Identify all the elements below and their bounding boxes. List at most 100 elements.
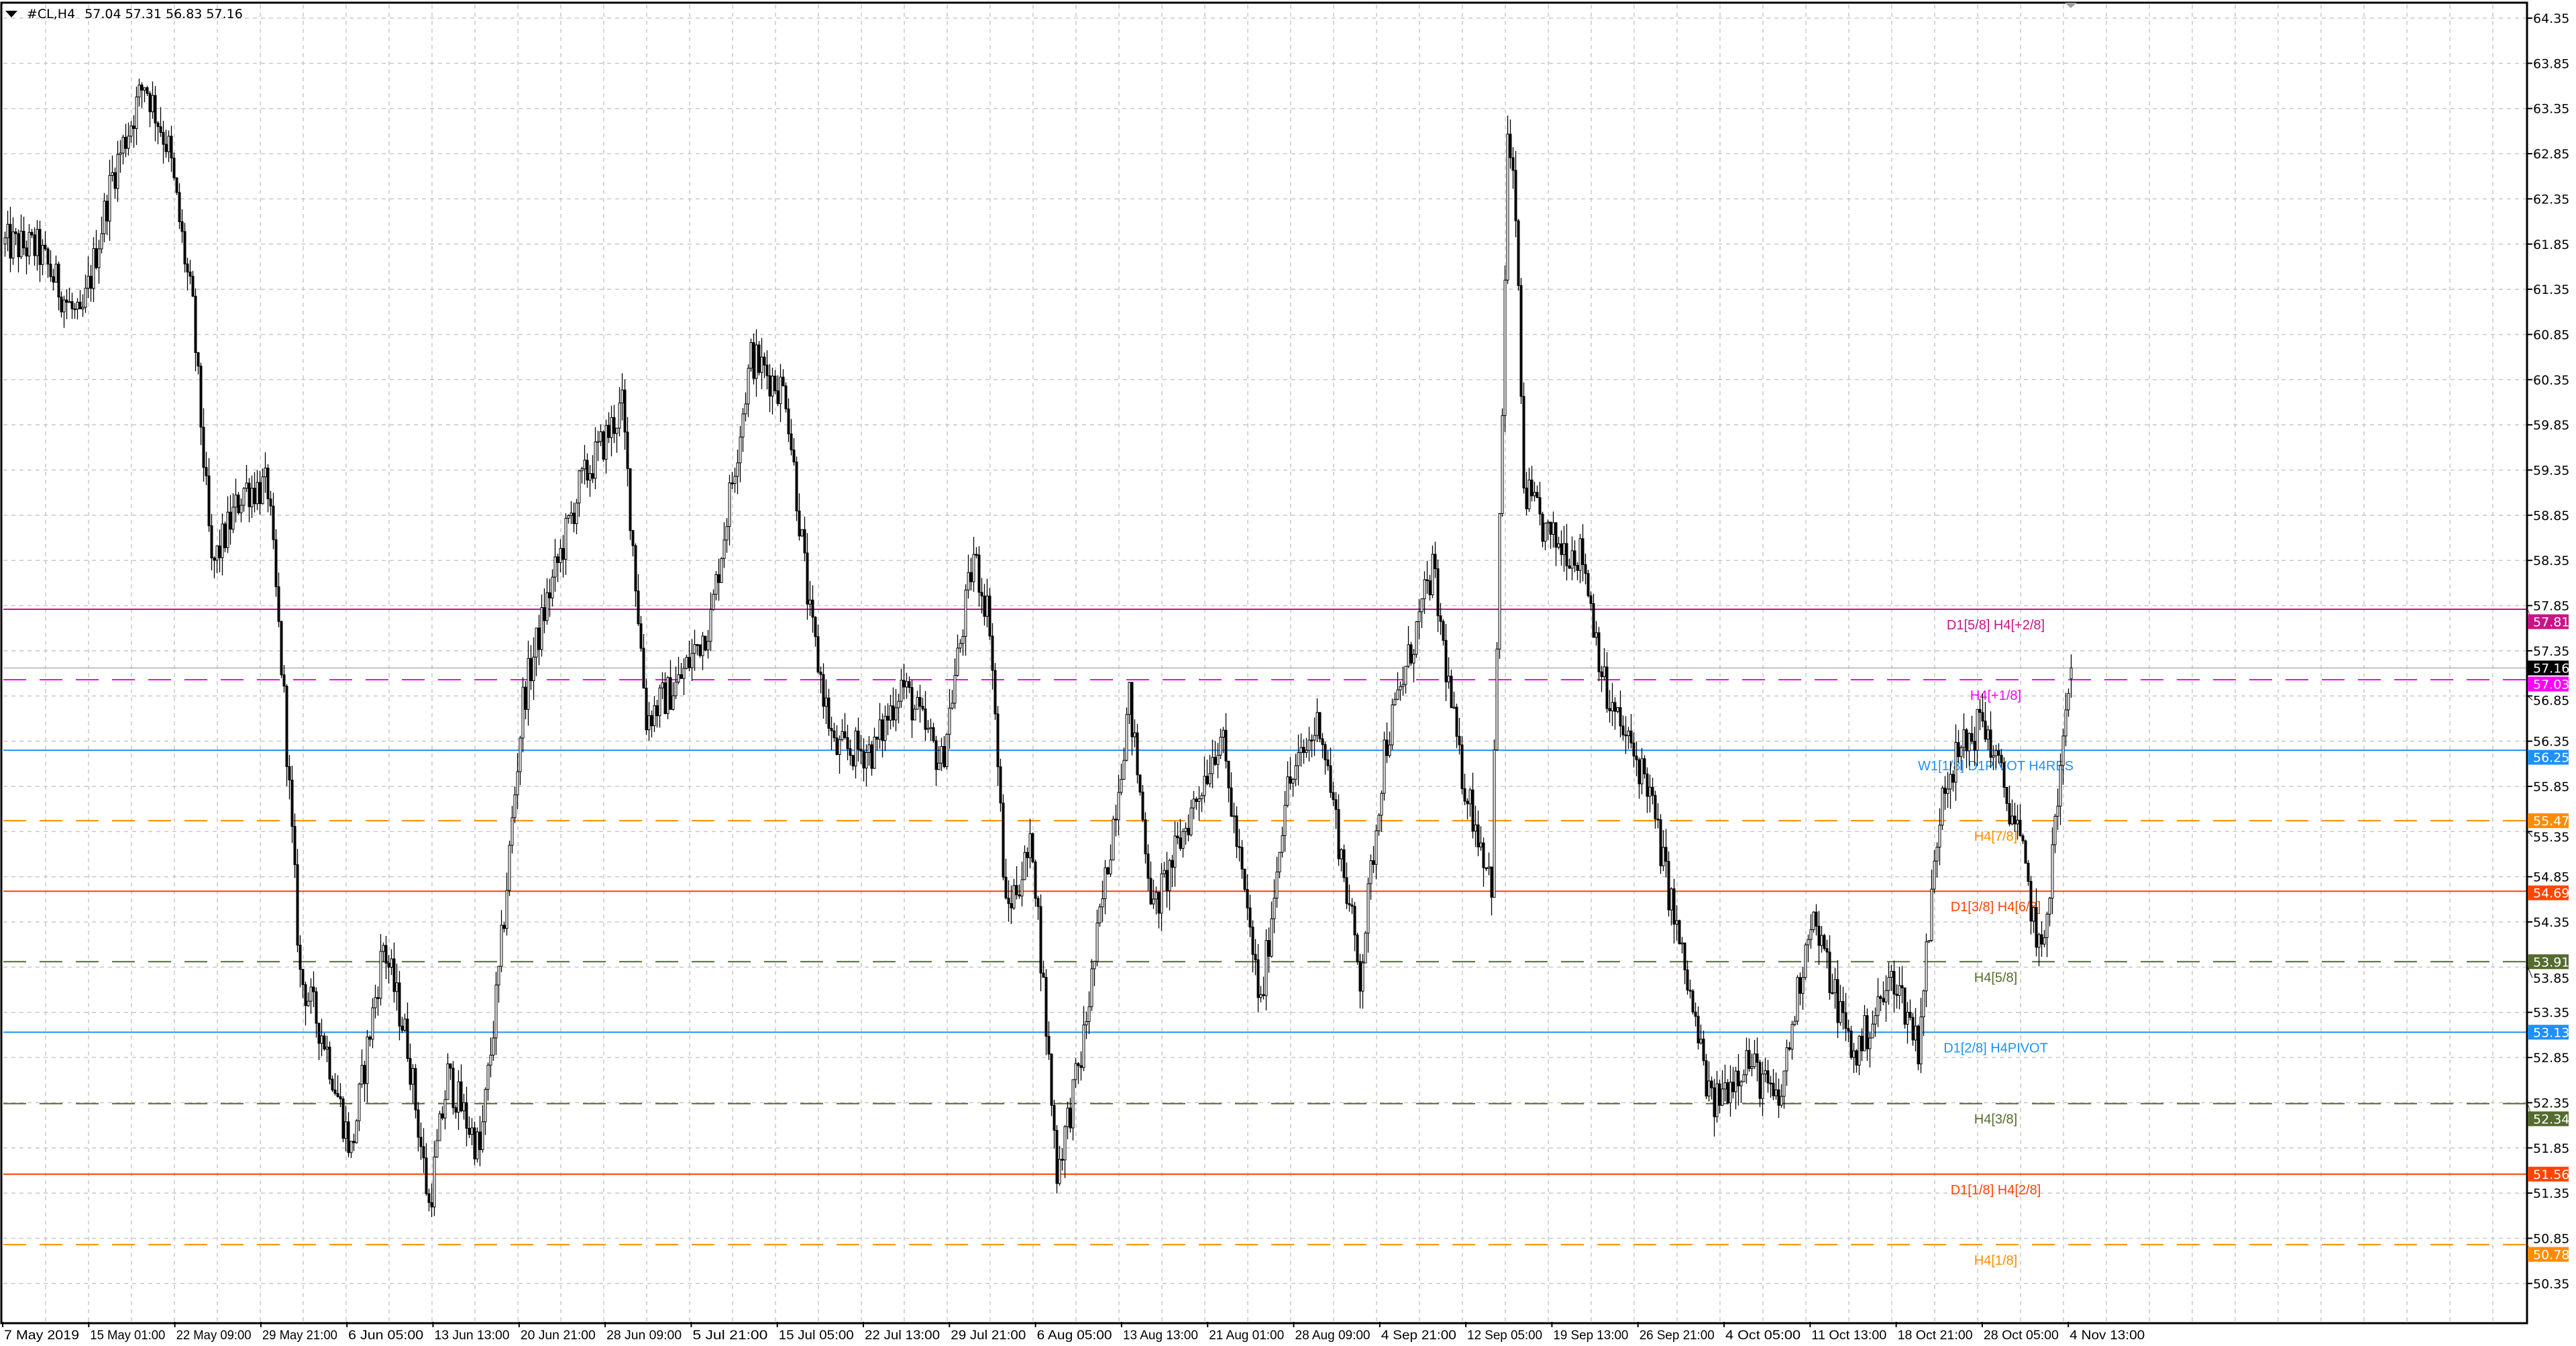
candle <box>798 493 801 541</box>
candle <box>1648 774 1652 813</box>
candle <box>712 589 715 611</box>
candle-body <box>9 223 12 259</box>
price-tag <box>2528 614 2569 629</box>
candle-body <box>782 376 785 386</box>
candle-body <box>476 1131 479 1159</box>
candle-body <box>1584 564 1587 574</box>
candle <box>1128 681 1131 725</box>
candle-body <box>1256 959 1260 998</box>
ohlc-open: 57.04 <box>85 7 121 21</box>
candle <box>1275 856 1279 908</box>
candle-body <box>980 592 983 597</box>
candle <box>653 696 656 732</box>
candle-body <box>1396 689 1399 700</box>
candle <box>1611 682 1614 727</box>
candle-body <box>1383 739 1386 794</box>
candle-body <box>1463 788 1466 802</box>
candle <box>843 713 847 740</box>
candle <box>1168 858 1171 911</box>
price-tag-label: 52.34 <box>2533 1112 2569 1127</box>
candle <box>1426 560 1429 594</box>
candle <box>1616 707 1619 713</box>
candle-body <box>218 546 221 558</box>
candle <box>594 427 597 490</box>
level-label: D1[2/8] H4PIVOT <box>1943 1041 2048 1055</box>
dropdown-triangle-icon[interactable] <box>5 11 17 17</box>
candle-body <box>618 403 621 429</box>
candle-body <box>1098 907 1102 924</box>
chart-shift-marker-icon[interactable] <box>2065 3 2077 8</box>
candle-body <box>1310 739 1313 741</box>
candle-body <box>2040 934 2043 945</box>
candle-body <box>1265 940 1268 996</box>
candle <box>757 341 761 376</box>
candle-body <box>1511 157 1515 171</box>
candle <box>897 694 900 724</box>
candle-body <box>696 644 699 646</box>
candle-body <box>1235 815 1238 847</box>
candle-body <box>943 745 946 768</box>
candle-body <box>1820 935 1823 946</box>
candle-body <box>1146 853 1150 879</box>
candle-body <box>1122 760 1126 780</box>
candle-body <box>1707 1080 1711 1097</box>
candle <box>768 364 771 413</box>
candle <box>368 1035 372 1047</box>
candle <box>1232 803 1236 833</box>
candle-body <box>508 845 511 891</box>
candle-body <box>1246 889 1249 909</box>
candle-body <box>1334 799 1338 810</box>
candle-body <box>1297 752 1300 766</box>
candle <box>1138 774 1142 796</box>
candle-body <box>1965 729 1968 752</box>
candle <box>384 935 388 980</box>
candle-body <box>264 468 267 478</box>
candle <box>239 498 243 523</box>
candle-body <box>843 731 847 738</box>
candle <box>875 736 879 751</box>
candle <box>502 922 506 933</box>
candle-body <box>586 460 589 481</box>
candle <box>299 935 302 988</box>
x-tick-label: 28 Oct 05:00 <box>1984 1329 2059 1343</box>
candle-body <box>1377 815 1381 831</box>
candle-body <box>1951 774 1955 783</box>
candle-body <box>1412 654 1415 664</box>
candle <box>639 616 643 652</box>
candle <box>1187 814 1190 841</box>
candle <box>1468 787 1472 817</box>
candle-body <box>926 727 930 730</box>
candle-body <box>19 231 23 258</box>
candle <box>1439 603 1442 635</box>
candle-body <box>1192 798 1195 809</box>
candle-body <box>862 750 865 769</box>
candle <box>1503 265 1507 432</box>
x-tick-label: 7 May 2019 <box>4 1329 79 1343</box>
candle <box>1742 1069 1746 1082</box>
candle <box>1624 716 1627 754</box>
candle-body <box>1222 729 1225 738</box>
candle <box>580 466 584 484</box>
candle <box>1141 784 1144 823</box>
candle <box>1267 927 1271 973</box>
candle <box>1498 513 1501 660</box>
candle <box>1992 745 1995 770</box>
candle <box>537 615 541 666</box>
candle-body <box>1930 888 1933 941</box>
y-tick-label: 54.85 <box>2533 870 2569 885</box>
candle-body <box>1670 888 1673 911</box>
candle <box>846 725 849 761</box>
candle-body <box>92 248 95 289</box>
candle <box>878 703 881 749</box>
candle-body <box>1120 779 1123 793</box>
candle <box>591 455 594 483</box>
candle <box>358 1082 361 1131</box>
candle-body <box>773 375 777 391</box>
y-tick-label: 52.85 <box>2533 1051 2569 1066</box>
candle-body <box>54 264 58 283</box>
candle-body <box>1726 1082 1729 1104</box>
candle-body <box>1444 639 1448 682</box>
candle-body <box>22 231 25 248</box>
candle-body <box>1849 1031 1853 1058</box>
